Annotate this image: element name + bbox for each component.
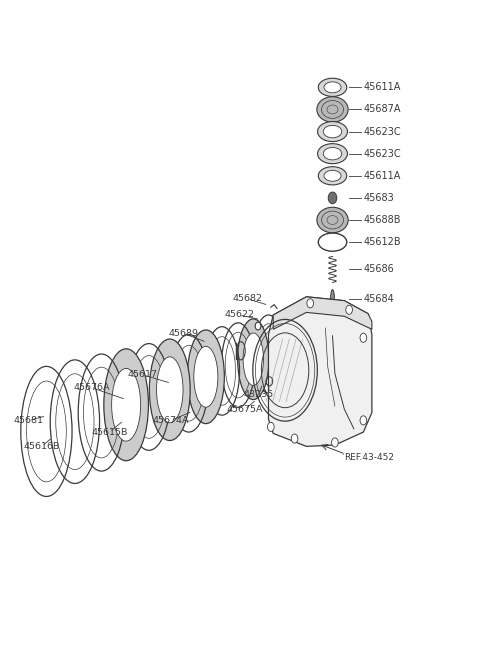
Circle shape: [332, 438, 338, 447]
Ellipse shape: [149, 339, 190, 441]
Text: 45611A: 45611A: [363, 83, 401, 92]
Ellipse shape: [317, 207, 348, 233]
Text: 45622: 45622: [224, 310, 254, 319]
Circle shape: [267, 422, 274, 432]
Ellipse shape: [194, 346, 218, 407]
Text: 45688B: 45688B: [363, 215, 401, 225]
Text: 45612B: 45612B: [363, 237, 401, 247]
Text: 45682: 45682: [232, 295, 262, 303]
Text: REF.43-452: REF.43-452: [344, 453, 395, 462]
Text: 45681: 45681: [14, 416, 44, 425]
Text: 45674A: 45674A: [153, 416, 190, 425]
Ellipse shape: [324, 171, 341, 181]
Polygon shape: [273, 297, 372, 329]
Circle shape: [255, 322, 261, 330]
Ellipse shape: [331, 289, 335, 308]
Ellipse shape: [238, 319, 269, 400]
Circle shape: [360, 333, 367, 342]
Circle shape: [360, 416, 367, 425]
Circle shape: [291, 434, 298, 443]
Text: 45616B: 45616B: [24, 442, 60, 451]
Text: 45689: 45689: [168, 329, 198, 338]
Ellipse shape: [243, 333, 264, 386]
Ellipse shape: [318, 144, 348, 164]
Ellipse shape: [317, 96, 348, 122]
Ellipse shape: [318, 167, 347, 185]
Ellipse shape: [187, 330, 224, 424]
Circle shape: [346, 305, 352, 314]
Ellipse shape: [112, 369, 141, 441]
Text: 43235: 43235: [244, 390, 274, 399]
Ellipse shape: [324, 82, 341, 92]
Text: 45623C: 45623C: [363, 149, 401, 159]
Circle shape: [328, 192, 337, 204]
Ellipse shape: [323, 125, 342, 138]
Text: 45617: 45617: [128, 371, 158, 379]
Text: 45686: 45686: [363, 264, 394, 274]
Text: 45611A: 45611A: [363, 171, 401, 181]
Circle shape: [307, 298, 313, 308]
Ellipse shape: [104, 349, 148, 461]
Text: 45623C: 45623C: [363, 127, 401, 136]
Ellipse shape: [323, 148, 342, 160]
Text: 45615B: 45615B: [91, 428, 128, 437]
Ellipse shape: [156, 357, 183, 422]
Ellipse shape: [318, 78, 347, 96]
Text: 45684: 45684: [363, 294, 394, 304]
Text: 45687A: 45687A: [363, 104, 401, 114]
Ellipse shape: [318, 121, 348, 142]
Polygon shape: [268, 297, 372, 446]
Text: 45675A: 45675A: [227, 405, 263, 414]
Text: 45676A: 45676A: [74, 383, 110, 392]
Text: 45683: 45683: [363, 193, 394, 203]
